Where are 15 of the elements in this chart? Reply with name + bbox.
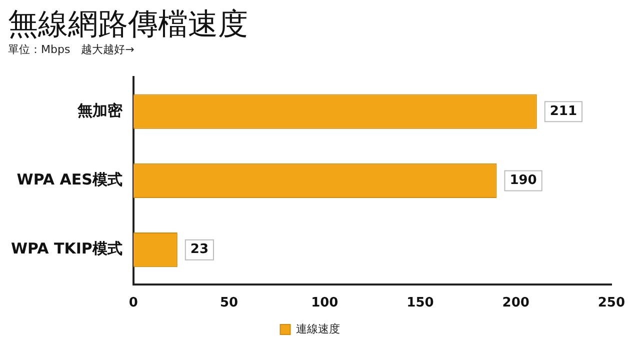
data-label: 23 [190,242,208,258]
x-tick-label: 200 [502,296,530,311]
x-tick-label: 250 [598,296,625,311]
chart-title: 無線網路傳檔速度 [8,7,249,42]
y-tick-label: WPA AES模式 [16,170,122,189]
x-tick-label: 0 [128,296,138,311]
x-tick-label: 150 [406,296,434,311]
x-tick-label: 100 [311,296,338,311]
data-label: 190 [510,173,537,188]
data-label: 211 [550,104,578,119]
chart-subtitle: 單位：Mbps 越大越好→ [8,42,136,57]
y-tick-label: WPA TKIP模式 [10,240,122,258]
legend-label: 連線速度 [296,322,340,336]
x-tick-label: 50 [220,296,238,311]
y-tick-label: 無加密 [76,101,124,120]
